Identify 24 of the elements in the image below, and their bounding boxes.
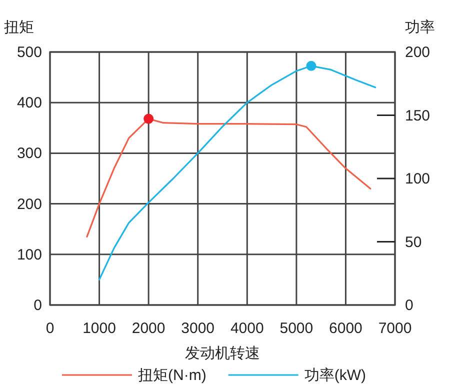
- x-tick-label: 1000: [82, 320, 116, 337]
- x-tick-label: 0: [46, 320, 54, 337]
- y2-tick-label: 200: [405, 44, 430, 61]
- y2-tick-label: 100: [405, 170, 430, 188]
- x-tick-label: 3000: [181, 320, 215, 337]
- y2-tick-label: 50: [405, 234, 422, 251]
- y2-tick-label: 150: [405, 107, 430, 124]
- x-tick-label: 4000: [230, 320, 264, 337]
- y-tick-label: 500: [16, 44, 42, 61]
- y2-tick-label: 0: [405, 297, 414, 314]
- x-tick-label: 7000: [378, 320, 412, 337]
- y-tick-label: 300: [16, 145, 42, 162]
- x-tick-label: 5000: [280, 320, 314, 337]
- y2-axis-title: 功率: [405, 19, 435, 36]
- y-tick-label: 100: [16, 246, 42, 264]
- legend-label: 扭矩(N·m): [138, 367, 206, 384]
- x-tick-label: 2000: [132, 320, 166, 337]
- x-axis-title: 发动机转速: [185, 345, 260, 362]
- y-tick-label: 200: [16, 196, 42, 213]
- x-tick-label: 6000: [329, 320, 362, 337]
- y-tick-label: 400: [16, 94, 42, 112]
- y-tick-label: 0: [34, 297, 42, 314]
- y-axis-title: 扭矩: [4, 19, 34, 36]
- legend-label: 功率(kW): [304, 367, 366, 384]
